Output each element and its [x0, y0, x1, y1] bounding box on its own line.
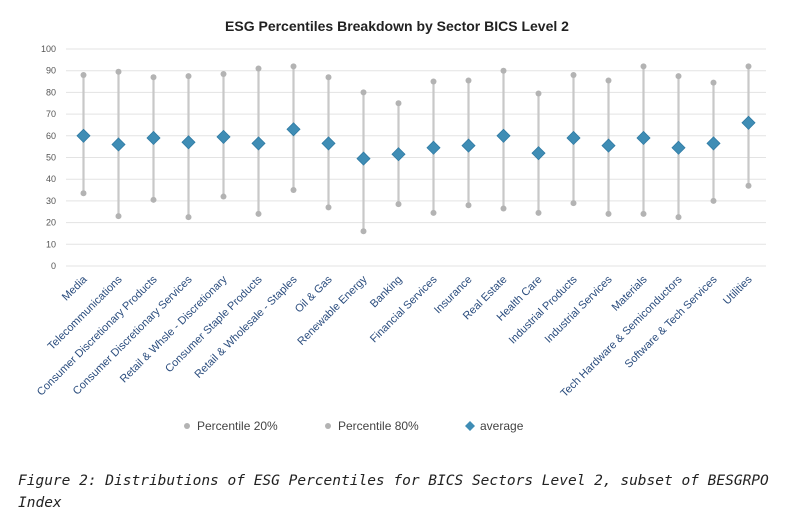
point-percentile-20 [185, 214, 192, 221]
point-average [601, 138, 616, 153]
legend-marker-circle [184, 423, 190, 429]
point-average [741, 115, 756, 130]
point-average [181, 135, 196, 150]
point-percentile-80 [675, 73, 682, 80]
point-percentile-80 [570, 72, 577, 79]
legend-label: Percentile 20% [197, 419, 278, 433]
legend-marker-circle [325, 423, 331, 429]
point-average [706, 136, 721, 151]
grid-lines [66, 48, 766, 267]
point-percentile-20 [115, 213, 122, 220]
point-average [391, 147, 406, 162]
point-percentile-80 [640, 63, 647, 70]
y-tick-label: 70 [46, 109, 56, 119]
point-percentile-80 [605, 77, 612, 84]
point-percentile-20 [360, 228, 367, 235]
point-percentile-20 [570, 200, 577, 207]
point-percentile-80 [255, 65, 262, 72]
point-percentile-20 [150, 196, 157, 203]
point-percentile-80 [290, 63, 297, 70]
category-label: Media [60, 273, 90, 303]
point-average [286, 122, 301, 137]
y-tick-label: 50 [46, 153, 56, 163]
y-tick-label: 0 [51, 261, 56, 271]
point-percentile-80 [535, 90, 542, 97]
point-percentile-20 [640, 210, 647, 217]
chart-canvas: ESG Percentiles Breakdown by Sector BICS… [35, 18, 766, 433]
point-average [111, 137, 126, 152]
point-average [321, 136, 336, 151]
point-percentile-80 [500, 67, 507, 74]
point-average [566, 130, 581, 146]
point-percentile-80 [465, 77, 472, 84]
category-label: Utilities [721, 273, 755, 307]
point-percentile-80 [710, 79, 717, 86]
point-percentile-80 [220, 70, 227, 77]
data-points [76, 63, 756, 235]
point-percentile-20 [430, 209, 437, 216]
point-percentile-20 [220, 193, 227, 200]
point-average [76, 128, 91, 143]
point-percentile-20 [745, 182, 752, 189]
point-percentile-20 [290, 187, 297, 194]
point-percentile-80 [430, 78, 437, 85]
point-percentile-20 [80, 190, 87, 197]
point-average [216, 129, 231, 144]
point-percentile-20 [605, 210, 612, 217]
y-tick-label: 20 [46, 218, 56, 228]
point-average [146, 130, 161, 146]
point-percentile-20 [710, 197, 717, 204]
category-label: Financial Services [368, 273, 440, 345]
legend-label: Percentile 80% [338, 419, 419, 433]
y-tick-label: 30 [46, 196, 56, 206]
y-tick-label: 40 [46, 174, 56, 184]
point-average [531, 146, 546, 161]
point-percentile-20 [325, 204, 332, 211]
point-percentile-80 [395, 100, 402, 107]
legend-label: average [480, 419, 524, 433]
point-average [461, 138, 476, 153]
point-average [496, 128, 511, 143]
y-tick-label: 60 [46, 131, 56, 141]
point-percentile-20 [465, 202, 472, 209]
point-average [251, 136, 266, 151]
point-percentile-20 [535, 209, 542, 216]
point-percentile-20 [675, 214, 682, 221]
category-label: Industrial Services [543, 273, 615, 345]
legend: Percentile 20% Percentile 80% average [184, 419, 524, 433]
point-percentile-20 [255, 210, 262, 217]
point-percentile-80 [80, 72, 87, 79]
point-percentile-80 [185, 73, 192, 80]
range-lines [82, 66, 750, 232]
category-label: Renewable Energy [295, 273, 370, 348]
esg-percentile-chart: ESG Percentiles Breakdown by Sector BICS… [35, 18, 766, 433]
y-tick-label: 80 [46, 87, 56, 97]
y-axis-ticks: 0 10 20 30 40 50 60 70 80 90 100 [41, 44, 56, 271]
legend-marker-diamond [465, 421, 475, 431]
point-percentile-80 [325, 74, 332, 81]
point-percentile-80 [150, 74, 157, 81]
point-average [356, 151, 371, 166]
point-average [671, 140, 686, 155]
chart-title: ESG Percentiles Breakdown by Sector BICS… [225, 18, 569, 34]
figure-caption: Figure 2: Distributions of ESG Percentil… [18, 473, 769, 511]
point-average [636, 130, 651, 146]
point-percentile-20 [500, 205, 507, 212]
y-tick-label: 90 [46, 66, 56, 76]
point-percentile-80 [745, 63, 752, 70]
y-tick-label: 100 [41, 44, 56, 54]
point-percentile-20 [395, 201, 402, 208]
point-percentile-80 [360, 89, 367, 96]
point-percentile-80 [115, 68, 122, 75]
point-average [426, 140, 441, 155]
y-tick-label: 10 [46, 239, 56, 249]
